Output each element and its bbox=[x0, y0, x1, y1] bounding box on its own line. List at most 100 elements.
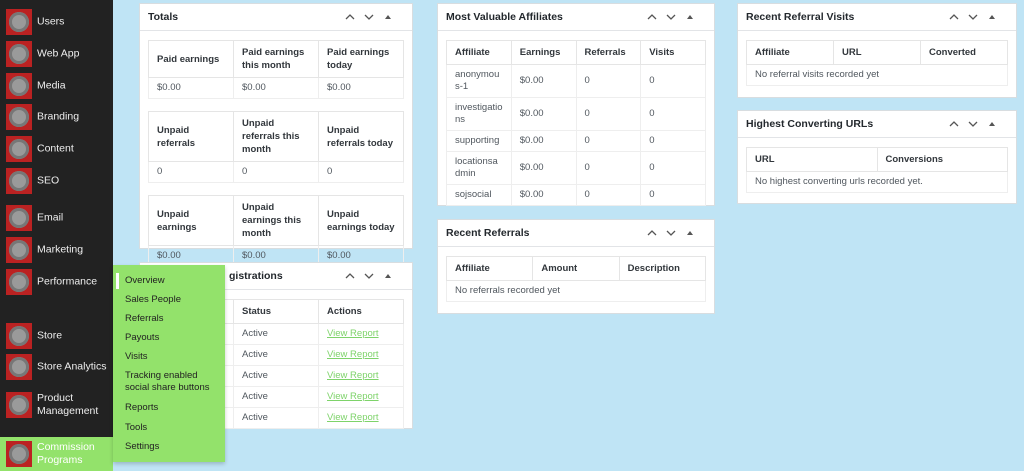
widget-body: URL Conversions No highest converting urls… bbox=[738, 138, 1016, 193]
menu-item[interactable]: Media bbox=[0, 71, 113, 101]
submenu-item[interactable]: Reports bbox=[125, 402, 159, 413]
menu-icon bbox=[6, 73, 32, 99]
data-table: Unpaid earnings Unpaid earnings this mont… bbox=[148, 195, 404, 267]
menu-item[interactable]: Email bbox=[0, 203, 113, 233]
header-cell: Paid earnings today bbox=[318, 40, 404, 78]
widget-header: gistrations bbox=[140, 263, 412, 290]
data-table: Unpaid referrals Unpaid referrals this mo… bbox=[148, 111, 404, 183]
submenu-item[interactable]: Tools bbox=[125, 422, 148, 433]
menu-item[interactable]: Web App bbox=[0, 39, 113, 69]
submenu-item[interactable]: Tracking enabled social share buttons bbox=[125, 370, 210, 393]
cell: Active bbox=[233, 323, 319, 345]
menu-label: SEO bbox=[37, 174, 60, 187]
menu-item[interactable]: Performance bbox=[0, 267, 113, 297]
cell: $0.00 bbox=[510, 64, 577, 98]
cell: 0 bbox=[640, 151, 706, 185]
submenu-item[interactable]: Payouts bbox=[125, 332, 160, 343]
panel-controls[interactable] bbox=[948, 12, 1010, 22]
menu-item[interactable]: SEO bbox=[0, 166, 113, 196]
header-cell: Unpaid earnings this month bbox=[233, 195, 319, 246]
cell: 0 bbox=[640, 64, 706, 98]
panel-controls[interactable] bbox=[646, 228, 708, 238]
cell: $0.00 bbox=[510, 184, 577, 206]
menu-icon bbox=[6, 205, 32, 231]
table-row: supporting $0.00 0 0 bbox=[446, 130, 706, 152]
panel-controls[interactable] bbox=[344, 271, 406, 281]
cell: 0 bbox=[233, 161, 319, 183]
cell: 0 bbox=[640, 130, 706, 152]
menu-item[interactable]: Commission Programs bbox=[0, 437, 113, 471]
cell: supporting bbox=[446, 130, 512, 152]
header-cell: Amount bbox=[532, 256, 620, 281]
cell: 0 bbox=[575, 97, 642, 131]
table-row: $0.00 $0.00 $0.00 bbox=[148, 77, 404, 99]
table-row: $0.00 $0.00 $0.00 bbox=[148, 245, 404, 267]
view-report-link[interactable]: View Report bbox=[327, 349, 379, 360]
cell: locationsadmin bbox=[446, 151, 512, 185]
panel-controls[interactable] bbox=[646, 12, 708, 22]
submenu-item[interactable]: Sales People bbox=[125, 294, 181, 305]
cell: 0 bbox=[575, 184, 642, 206]
menu-label: Branding bbox=[37, 110, 80, 123]
table-row: anonymous-1 $0.00 0 0 bbox=[446, 64, 706, 98]
header-cell: URL bbox=[746, 147, 878, 172]
cell: View Report bbox=[318, 365, 404, 387]
header-cell: Paid earnings this month bbox=[233, 40, 319, 78]
menu-label: Product Management bbox=[37, 392, 99, 417]
widget: Recent Referrals Affiliate Amount Descripti… bbox=[437, 219, 715, 314]
widget-header: Recent Referrals bbox=[438, 220, 714, 247]
cell: $0.00 bbox=[233, 77, 319, 99]
header-row: Affiliate URL Converted bbox=[746, 40, 1008, 65]
menu-item[interactable]: Users bbox=[0, 7, 113, 37]
header-row: Affiliate Earnings Referrals Visits bbox=[446, 40, 706, 65]
cell: Active bbox=[233, 386, 319, 408]
widget: Recent Referral Visits Affiliate URL Conver… bbox=[737, 3, 1017, 98]
submenu-item[interactable]: Overview bbox=[116, 273, 221, 289]
view-report-link[interactable]: View Report bbox=[327, 391, 379, 402]
view-report-link[interactable]: View Report bbox=[327, 328, 379, 339]
header-cell: Unpaid referrals this month bbox=[233, 111, 319, 162]
menu-icon bbox=[6, 104, 32, 130]
table-row: sojsocial $0.00 0 0 bbox=[446, 184, 706, 206]
header-row: Affiliate Amount Description bbox=[445, 256, 707, 281]
table-row: locationsadmin $0.00 0 0 bbox=[446, 151, 706, 185]
empty-row: No referral visits recorded yet bbox=[746, 64, 1008, 86]
cell: 0 bbox=[148, 161, 234, 183]
panel-controls[interactable] bbox=[948, 119, 1010, 129]
header-row: Unpaid referrals Unpaid referrals this mo… bbox=[148, 111, 404, 162]
header-cell: Unpaid earnings bbox=[148, 195, 234, 246]
menu-label: Content bbox=[37, 142, 74, 155]
submenu-item[interactable]: Visits bbox=[125, 351, 148, 362]
menu-icon bbox=[6, 237, 32, 263]
cell: Active bbox=[233, 344, 319, 366]
widget-body: Affiliate Amount Description No referrals r… bbox=[438, 247, 714, 302]
cell: View Report bbox=[318, 323, 404, 345]
cell: $0.00 bbox=[148, 77, 234, 99]
menu-icon bbox=[6, 136, 32, 162]
panel-controls[interactable] bbox=[344, 12, 406, 22]
view-report-link[interactable]: View Report bbox=[327, 370, 379, 381]
widget: Totals Paid earnings Paid earnings this mo… bbox=[139, 3, 413, 267]
header-cell: Converted bbox=[920, 40, 1008, 65]
widget-title: Highest Converting URLs bbox=[746, 118, 874, 130]
widget-header: Recent Referral Visits bbox=[738, 4, 1016, 31]
menu-item[interactable]: Store bbox=[0, 321, 113, 351]
menu-item[interactable]: Product Management bbox=[0, 390, 113, 420]
menu-item[interactable]: Branding bbox=[0, 102, 113, 132]
view-report-link[interactable]: View Report bbox=[327, 412, 379, 423]
widget-title: gistrations bbox=[229, 270, 283, 282]
cell: Active bbox=[233, 365, 319, 387]
menu-icon bbox=[6, 441, 32, 467]
menu-icon bbox=[6, 323, 32, 349]
menu-item[interactable]: Store Analytics bbox=[0, 352, 113, 382]
cell: View Report bbox=[318, 344, 404, 366]
empty-message: No highest converting urls recorded yet. bbox=[746, 171, 1008, 193]
menu-label: Marketing bbox=[37, 243, 84, 256]
menu-icon bbox=[6, 392, 32, 418]
submenu-item[interactable]: Referrals bbox=[125, 313, 164, 324]
menu-item[interactable]: Content bbox=[0, 134, 113, 164]
submenu-item[interactable]: Settings bbox=[125, 441, 160, 452]
menu-item[interactable]: Marketing bbox=[0, 235, 113, 265]
cell: 0 bbox=[640, 97, 706, 131]
